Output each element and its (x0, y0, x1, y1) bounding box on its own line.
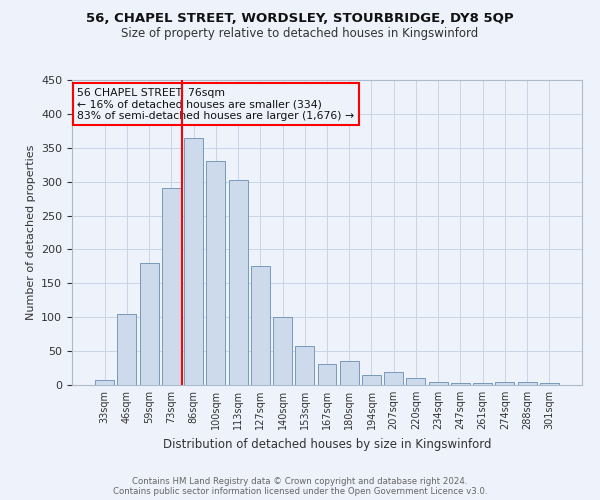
Bar (496, 382, 514, 385)
Bar (317, 364, 337, 385)
Bar (95, 380, 114, 385)
Bar (273, 317, 292, 385)
Bar (295, 346, 314, 385)
Text: 56 CHAPEL STREET: 76sqm
← 16% of detached houses are smaller (334)
83% of semi-d: 56 CHAPEL STREET: 76sqm ← 16% of detache… (77, 88, 354, 121)
Bar (184, 138, 203, 385)
X-axis label: Distribution of detached houses by size in Kingswinford: Distribution of detached houses by size … (163, 438, 491, 450)
Bar (451, 383, 470, 385)
Text: Contains public sector information licensed under the Open Government Licence v3: Contains public sector information licen… (113, 487, 487, 496)
Bar (406, 378, 425, 385)
Y-axis label: Number of detached properties: Number of detached properties (26, 145, 35, 320)
Bar (540, 383, 559, 385)
Bar (229, 180, 248, 385)
Bar (251, 266, 270, 385)
Bar (429, 382, 448, 385)
Bar (362, 375, 381, 385)
Bar (340, 362, 359, 385)
Bar (384, 372, 403, 385)
Bar (162, 188, 181, 385)
Bar (473, 383, 492, 385)
Bar (118, 314, 136, 385)
Text: 56, CHAPEL STREET, WORDSLEY, STOURBRIDGE, DY8 5QP: 56, CHAPEL STREET, WORDSLEY, STOURBRIDGE… (86, 12, 514, 26)
Bar (140, 263, 158, 385)
Text: Contains HM Land Registry data © Crown copyright and database right 2024.: Contains HM Land Registry data © Crown c… (132, 477, 468, 486)
Bar (518, 382, 536, 385)
Text: Size of property relative to detached houses in Kingswinford: Size of property relative to detached ho… (121, 28, 479, 40)
Bar (206, 162, 225, 385)
